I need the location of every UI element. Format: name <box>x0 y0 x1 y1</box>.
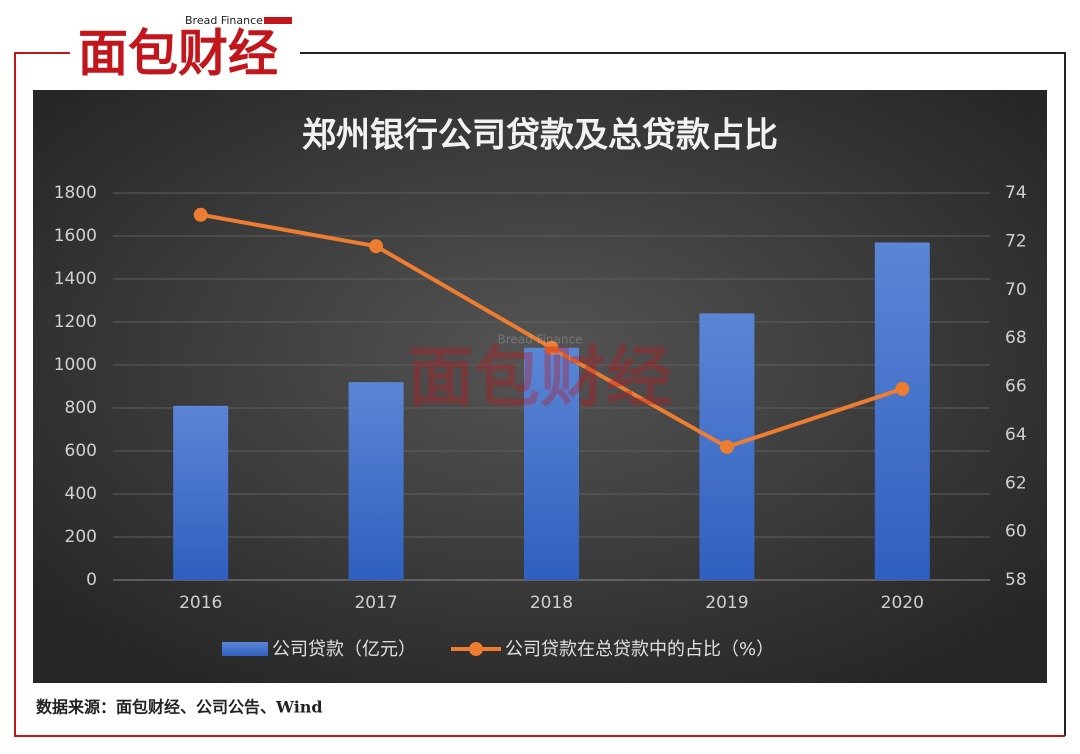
line-marker <box>719 439 734 454</box>
y-tick-label: 1800 <box>54 183 97 203</box>
logo-brand: 面包财经 <box>78 25 278 83</box>
x-tick-label: 2016 <box>179 593 222 613</box>
y-tick-label: 600 <box>65 441 97 461</box>
logo-english: Bread Finance <box>185 14 263 27</box>
y2-tick-label: 70 <box>1005 280 1027 300</box>
chart-title: 郑州银行公司贷款及总贷款占比 <box>302 116 778 156</box>
legend-label: 公司贷款在总贷款中的占比（%） <box>505 639 774 660</box>
legend-label: 公司贷款（亿元） <box>272 639 416 660</box>
y2-tick-label: 64 <box>1005 425 1027 445</box>
line-marker <box>895 381 910 396</box>
line-marker <box>193 207 208 222</box>
y-tick-label: 1000 <box>54 355 97 375</box>
y-tick-label: 1600 <box>54 226 97 246</box>
source-note: 数据来源：面包财经、公司公告、Wind <box>36 698 323 717</box>
line-marker <box>369 239 384 254</box>
legend-swatch <box>222 642 268 656</box>
frame <box>14 52 1065 737</box>
bar <box>524 347 579 580</box>
logo-bg <box>72 18 298 88</box>
y2-tick-label: 58 <box>1005 570 1027 590</box>
plot: 0 200 400 600 800 1000 1200 1400 1600 1800 58 60 62 6… <box>54 183 1027 660</box>
watermark-brand: 面包财经 <box>408 339 672 416</box>
y2-tick-label: 68 <box>1005 328 1027 348</box>
y-tick-label: 200 <box>65 527 97 547</box>
bar <box>874 242 930 580</box>
bar <box>173 405 229 580</box>
y-tick-label: 0 <box>86 570 97 590</box>
bar <box>348 382 404 580</box>
x-tick-label: 2017 <box>354 593 397 613</box>
legend-swatch <box>469 642 483 656</box>
y2-tick-label: 72 <box>1005 231 1027 251</box>
y-tick-label: 1200 <box>54 312 97 332</box>
watermark-english: Bread Finance <box>498 333 583 347</box>
y-tick-label: 800 <box>65 398 97 418</box>
x-tick-label: 2018 <box>530 593 573 613</box>
y2-tick-label: 62 <box>1005 473 1027 493</box>
y2-tick-label: 74 <box>1005 183 1027 203</box>
y-tick-label: 400 <box>65 484 97 504</box>
y-tick-label: 1400 <box>54 269 97 289</box>
y2-tick-label: 66 <box>1005 377 1027 397</box>
line-marker <box>544 340 559 355</box>
watermark: Bread Finance 面包财经 <box>408 333 672 417</box>
x-tick-label: 2019 <box>705 593 748 613</box>
y2-tick-label: 60 <box>1005 522 1027 542</box>
x-tick-label: 2020 <box>881 593 924 613</box>
frame <box>300 52 1066 736</box>
logo-bar <box>264 17 292 24</box>
